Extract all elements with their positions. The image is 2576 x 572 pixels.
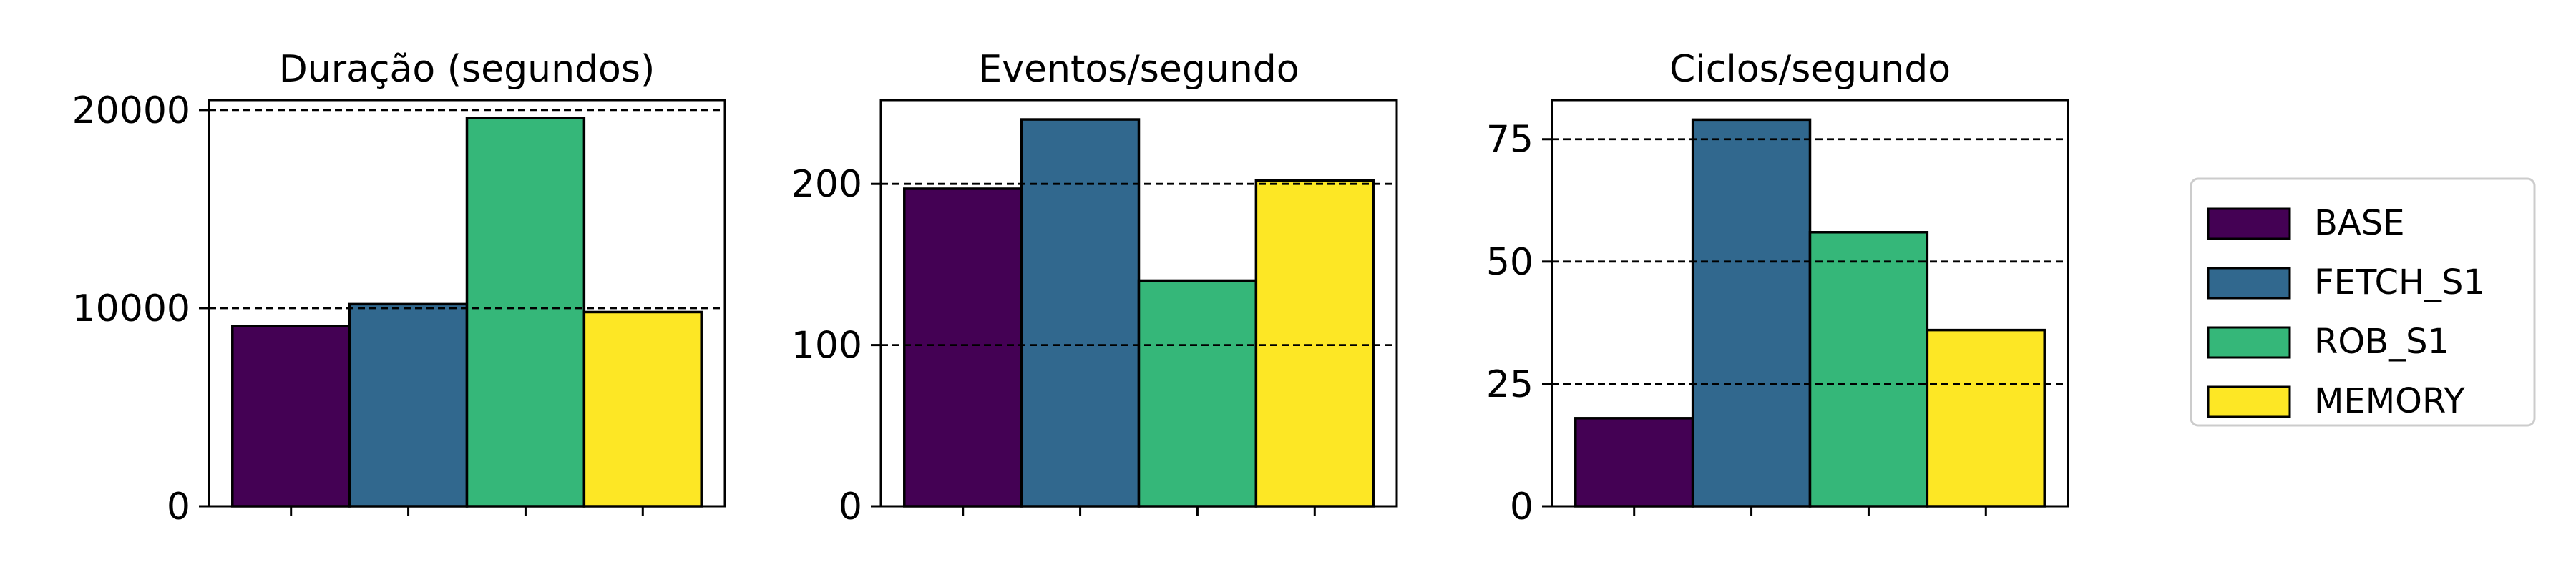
chart-panel-3: Ciclos/segundo 0 25 50 75 <box>1486 48 2069 528</box>
legend-swatch <box>2207 207 2291 240</box>
bar-base <box>231 325 351 508</box>
legend-label: MEMORY <box>2314 381 2465 421</box>
legend-label: BASE <box>2314 203 2405 243</box>
legend-label: FETCH_S1 <box>2314 262 2485 302</box>
y-tick-label: 10000 <box>72 287 190 330</box>
chart-title: Eventos/segundo <box>978 48 1299 91</box>
legend-swatch <box>2207 326 2291 359</box>
bar-memory <box>582 310 703 508</box>
axes-frame <box>208 99 726 508</box>
legend-swatch <box>2207 385 2291 418</box>
bar-base <box>903 187 1023 508</box>
y-tick-label: 50 <box>1486 241 1533 284</box>
chart-title: Ciclos/segundo <box>1669 48 1951 91</box>
axes-frame <box>879 99 1398 508</box>
legend-item: MEMORY <box>2207 381 2465 421</box>
legend: BASE FETCH_S1 ROB_S1 MEMORY <box>2190 177 2536 427</box>
bar-memory <box>1254 179 1375 508</box>
chart-panels: Duração (segundos)01000020000Eventos/seg… <box>72 48 2069 528</box>
legend-frame <box>2190 177 2536 427</box>
y-tick-label: 100 <box>791 325 862 368</box>
legend-item: BASE <box>2207 203 2405 243</box>
bar-fetch-s1 <box>1020 118 1141 508</box>
chart-title: Duração (segundos) <box>279 48 655 91</box>
bar-base <box>1574 417 1694 508</box>
bar-rob-s1 <box>1137 279 1258 508</box>
y-tick-label: 75 <box>1486 119 1533 162</box>
chart-panel-2: Eventos/segundo 0 100 200 <box>791 48 1398 528</box>
legend-item: ROB_S1 <box>2207 322 2449 362</box>
y-tick-label: 200 <box>791 163 862 206</box>
legend-label: ROB_S1 <box>2314 322 2449 362</box>
bar-fetch-s1 <box>1691 118 1812 508</box>
y-tick-label: 0 <box>167 485 190 528</box>
bar-rob-s1 <box>465 117 586 508</box>
legend-swatch <box>2207 267 2291 300</box>
y-tick-label: 25 <box>1486 363 1533 406</box>
y-tick-label: 0 <box>1510 485 1533 528</box>
legend-item: FETCH_S1 <box>2207 262 2485 302</box>
y-tick-label: 20000 <box>72 89 190 132</box>
bar-fetch-s1 <box>348 302 469 508</box>
chart-panel-1: Duração (segundos) 0 10000 20000 <box>72 48 726 528</box>
bar-memory <box>1926 328 2046 508</box>
bar-rob-s1 <box>1808 231 1929 508</box>
axes-frame <box>1551 99 2069 508</box>
y-tick-label: 0 <box>839 485 862 528</box>
